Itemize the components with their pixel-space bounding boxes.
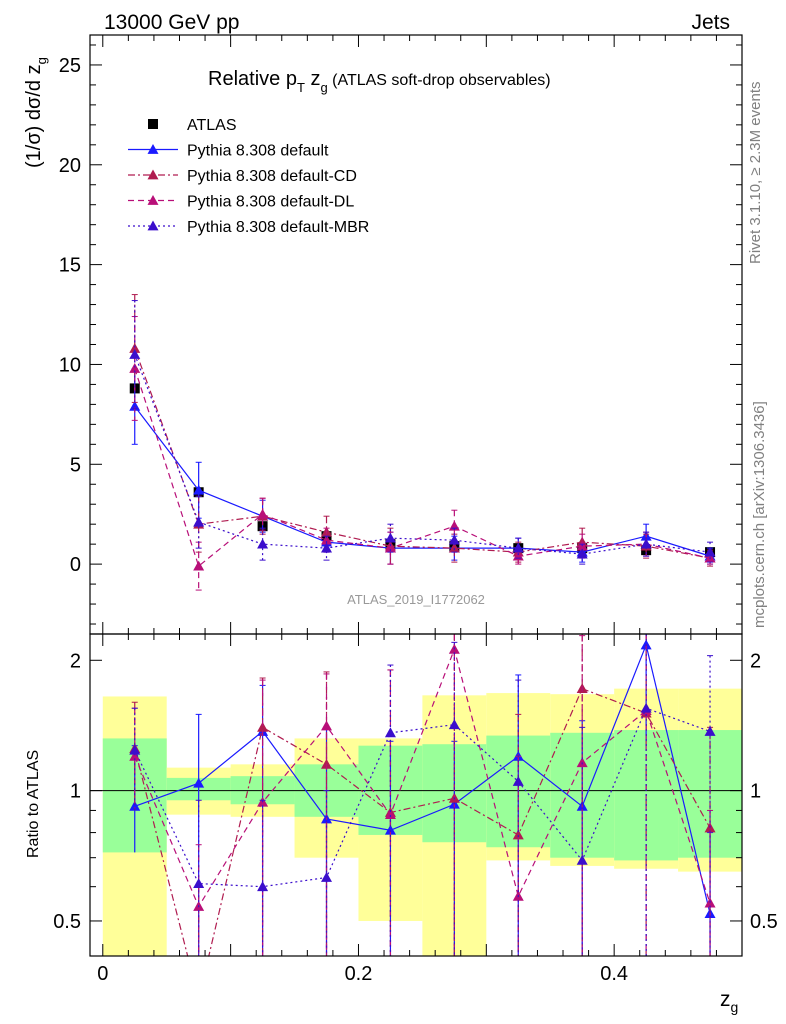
x-axis-label: zg xyxy=(720,988,738,1015)
lower-point-marker xyxy=(448,719,460,730)
upper-y-tick-label: 25 xyxy=(59,55,81,77)
legend-marker-4 xyxy=(147,220,159,231)
upper-point-marker xyxy=(384,542,396,553)
lower-y-tick-label-right: 2 xyxy=(750,650,761,672)
upper-point-marker xyxy=(193,484,205,495)
lower-point-marker xyxy=(257,881,269,892)
upper-series-line-1 xyxy=(134,406,711,557)
upper-y-tick-label: 20 xyxy=(59,155,81,177)
upper-series-line-3 xyxy=(134,368,711,568)
lower-series-2 xyxy=(129,633,716,956)
lower-y-tick-label-left: 1 xyxy=(70,781,81,803)
lower-series-line-2 xyxy=(134,647,711,908)
lower-y-tick-label-right: 0.5 xyxy=(750,911,778,933)
legend-marker-3 xyxy=(147,195,159,205)
lower-point-marker xyxy=(640,702,652,713)
lower-point-marker xyxy=(384,824,396,835)
lower-point-marker xyxy=(193,777,205,788)
lower-point-marker xyxy=(512,775,524,786)
upper-series-line-2 xyxy=(134,348,711,559)
lower-series-line-0 xyxy=(134,642,711,914)
lower-point-marker xyxy=(129,744,141,755)
rivet-version-label: Rivet 3.1.10, ≥ 2.3M events xyxy=(747,82,764,265)
upper-y-tick-label: 0 xyxy=(70,554,81,576)
lower-point-marker xyxy=(576,757,588,768)
upper-point-marker xyxy=(576,548,588,559)
lower-point-marker xyxy=(321,720,333,731)
header-left-text: 13000 GeV pp xyxy=(104,11,239,34)
legend-label-4: Pythia 8.308 default-MBR xyxy=(187,219,369,236)
lower-y-tick-label-right: 1 xyxy=(750,781,761,803)
upper-point-marker xyxy=(129,362,141,373)
lower-point-marker xyxy=(129,800,141,811)
header-right-text: Jets xyxy=(691,11,730,34)
upper-y-axis-label: (1/σ) dσ/d zg xyxy=(23,57,49,168)
x-tick-label: 0.2 xyxy=(345,963,373,985)
mcplots-source-label: mcplots.cern.ch [arXiv:1306.3436] xyxy=(751,401,768,628)
lower-point-marker xyxy=(576,854,588,865)
lower-point-marker xyxy=(704,725,716,736)
upper-series-1 xyxy=(129,367,716,565)
x-tick-label: 0.4 xyxy=(600,963,628,985)
upper-point-marker xyxy=(640,538,652,549)
upper-point-marker xyxy=(448,542,460,553)
chart-legend: ATLAS Pythia 8.308 default Pythia 8.308 de… xyxy=(128,117,369,236)
upper-point-marker xyxy=(193,516,205,527)
upper-point-marker xyxy=(384,532,396,543)
upper-point-marker xyxy=(193,560,205,571)
upper-point-marker xyxy=(129,348,141,359)
upper-point-marker xyxy=(257,508,269,519)
lower-point-marker xyxy=(321,872,333,882)
lower-point-marker xyxy=(384,809,396,820)
lower-plot-frame xyxy=(89,633,743,957)
lower-point-marker xyxy=(512,829,524,840)
legend-marker-1 xyxy=(147,144,159,154)
lower-point-marker xyxy=(384,727,396,738)
upper-point-marker xyxy=(704,546,716,557)
legend-marker-atlas xyxy=(148,119,158,129)
upper-series-line-4 xyxy=(134,354,711,555)
upper-series-3 xyxy=(129,316,716,591)
lower-series-line-1 xyxy=(134,687,711,1000)
legend-marker-2 xyxy=(147,169,159,180)
analysis-id-label: ATLAS_2019_I1772062 xyxy=(347,592,485,607)
legend-label-3: Pythia 8.308 default-DL xyxy=(187,194,354,211)
lower-point-marker xyxy=(321,758,333,769)
lower-y-axis-label: Ratio to ATLAS xyxy=(25,750,42,858)
upper-point-marker xyxy=(512,542,524,553)
lower-point-marker xyxy=(257,721,269,732)
lower-y-tick-label-left: 2 xyxy=(70,650,81,672)
upper-point-marker xyxy=(448,534,460,545)
upper-series-4 xyxy=(129,300,716,565)
upper-point-marker xyxy=(321,542,333,553)
lower-series-line-3 xyxy=(134,707,711,888)
upper-y-tick-label: 10 xyxy=(59,354,81,376)
upper-y-tick-label: 5 xyxy=(70,454,81,476)
upper-y-tick-label: 15 xyxy=(59,255,81,277)
lower-point-marker xyxy=(129,750,141,761)
legend-label-1: Pythia 8.308 default xyxy=(187,143,329,160)
lower-y-tick-label-left: 0.5 xyxy=(53,911,81,933)
x-tick-label: 0 xyxy=(97,963,108,985)
upper-point-marker xyxy=(257,538,269,549)
legend-label-2: Pythia 8.308 default-CD xyxy=(187,168,357,185)
upper-point-marker xyxy=(321,534,333,545)
upper-series-0 xyxy=(129,383,716,558)
legend-label-0: ATLAS xyxy=(187,117,237,134)
lower-point-marker xyxy=(193,878,205,888)
lower-series-3 xyxy=(129,633,716,956)
lower-clip-mask xyxy=(0,956,786,1024)
upper-chart-title: Relative pT zg (ATLAS soft-drop observab… xyxy=(208,68,551,95)
upper-series-2 xyxy=(129,294,716,567)
